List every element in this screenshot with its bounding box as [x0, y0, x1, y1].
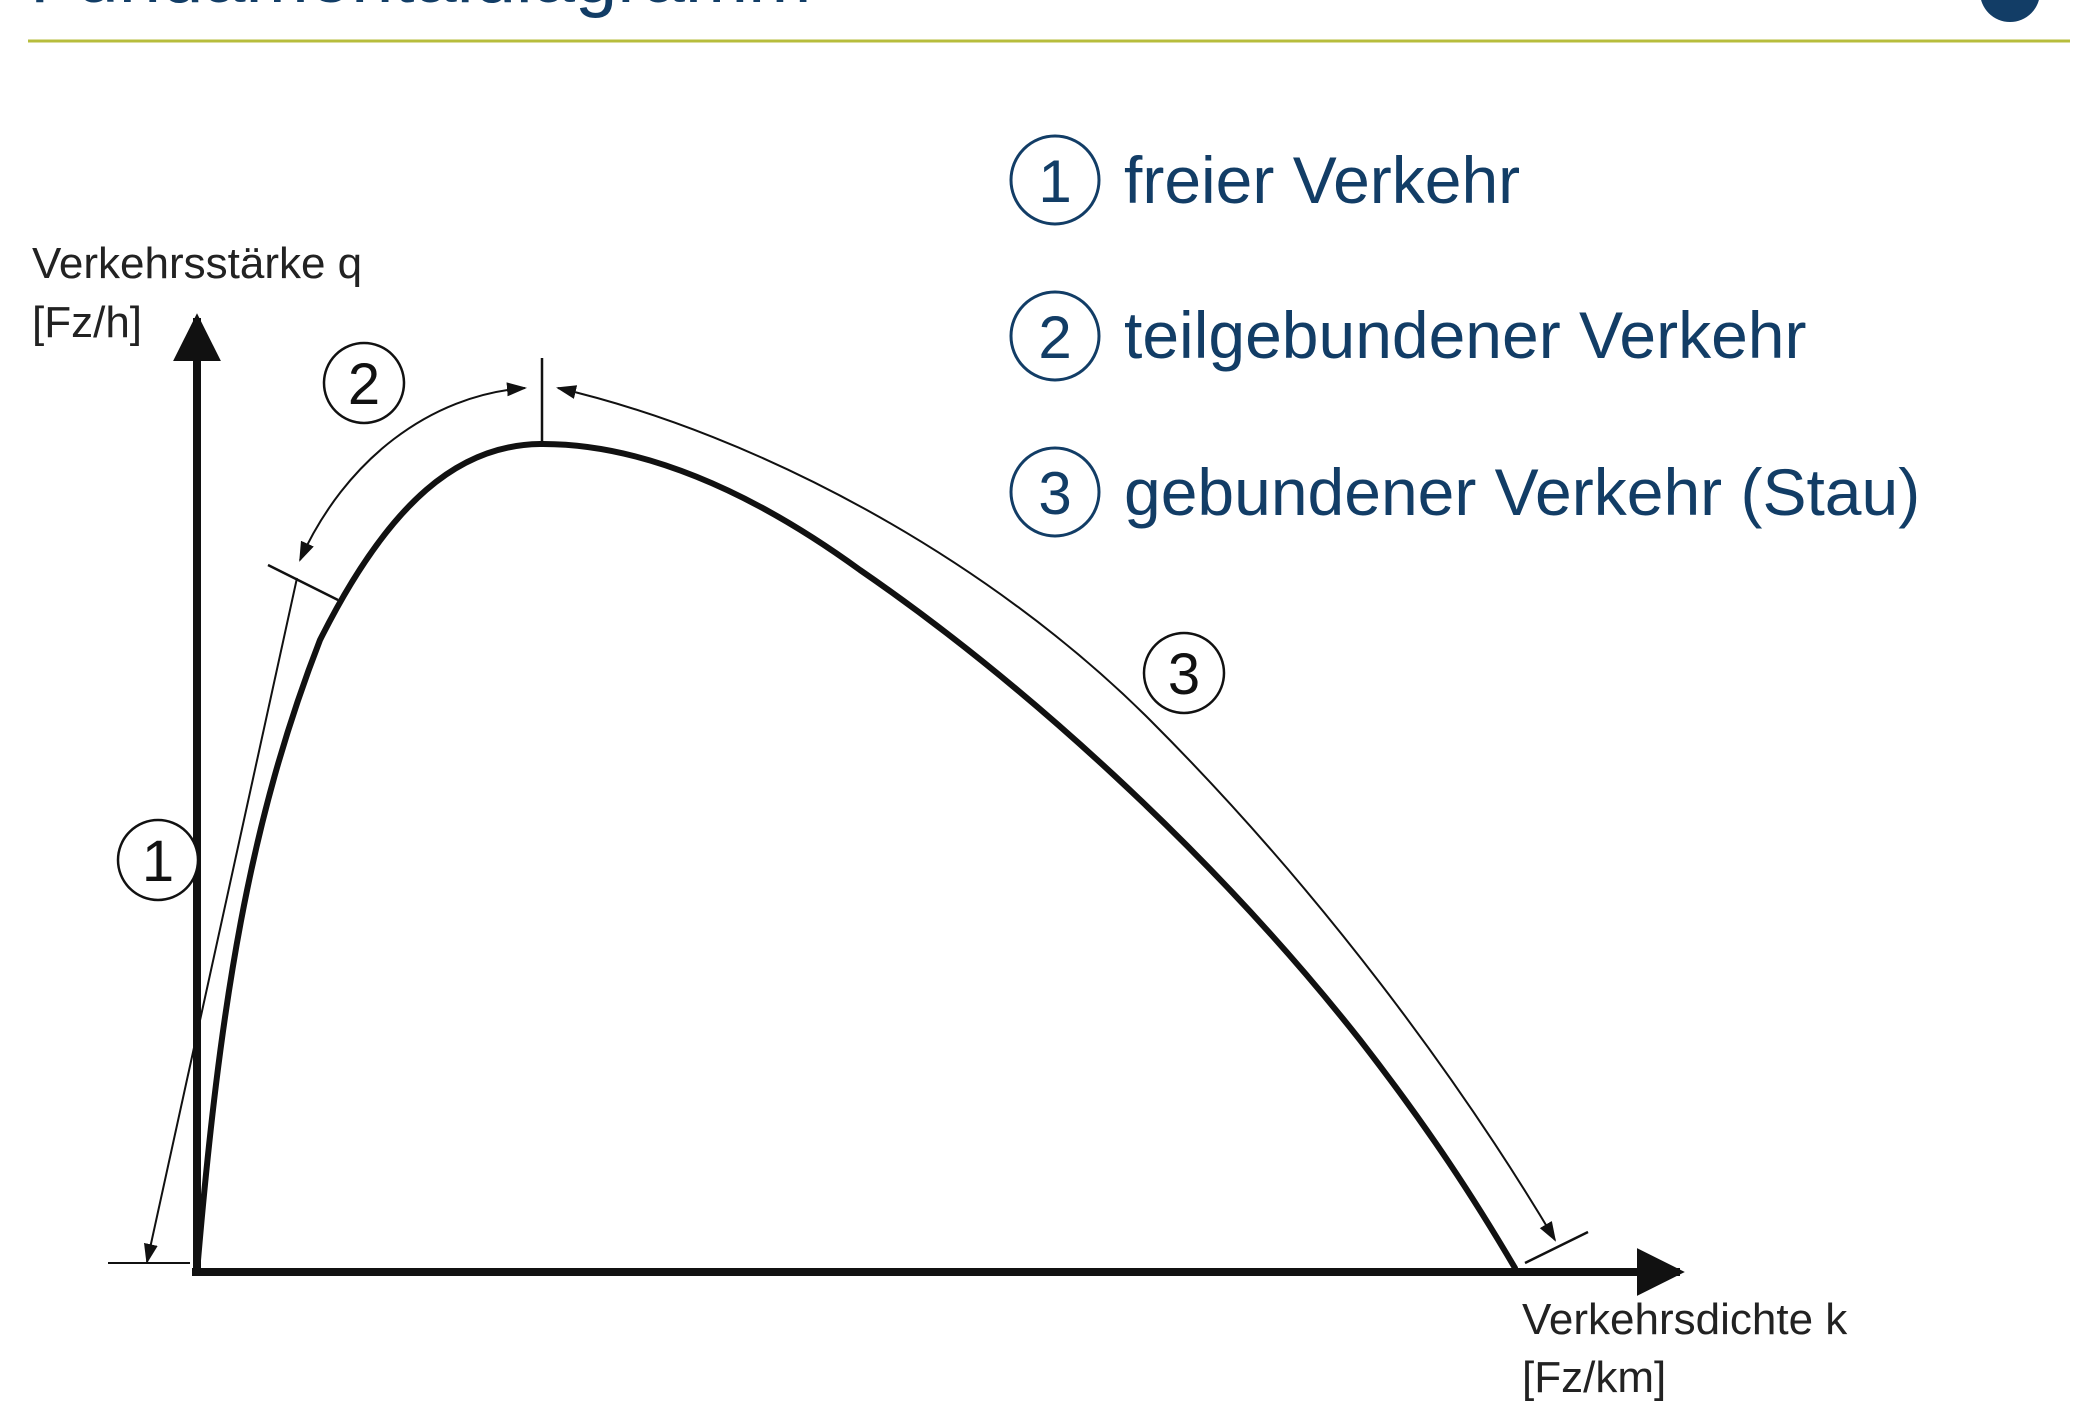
region-marker-circle: [116, 818, 200, 902]
page-title: Fundamentaldiagramm: [30, 0, 812, 19]
region-1-2-boundary: [267, 563, 339, 602]
legend-number-circle: [1009, 134, 1101, 226]
x-axis-unit: [Fz/km]: [1522, 1353, 1666, 1402]
help-icon[interactable]: [1980, 0, 2040, 22]
legend-label: teilgebundener Verkehr: [1124, 298, 1807, 372]
x-axis-label: Verkehrsdichte k: [1522, 1295, 1848, 1344]
region-2-arrow: [299, 382, 527, 562]
region-marker-number: 2: [348, 352, 380, 417]
flow-density-curve: [194, 440, 1518, 1275]
legend-item-3: 3 gebundener Verkehr (Stau): [1009, 446, 1920, 538]
region-marker-3: 3: [1142, 631, 1226, 715]
region-marker-circle: [1142, 631, 1226, 715]
legend-number: 3: [1038, 460, 1071, 527]
legend-item-2: 2 teilgebundener Verkehr: [1009, 290, 1807, 382]
region-1-arrow: [144, 577, 298, 1264]
y-axis-label: Verkehrsstärke q: [32, 239, 362, 288]
legend-label: freier Verkehr: [1124, 143, 1520, 217]
legend-number-circle: [1009, 290, 1101, 382]
legend-label: gebundener Verkehr (Stau): [1124, 455, 1920, 529]
region-3-boundary-end: [1524, 1230, 1589, 1265]
region-marker-number: 1: [142, 829, 174, 894]
region-marker-1: 1: [116, 818, 200, 902]
legend-number: 1: [1038, 148, 1071, 215]
legend-number: 2: [1038, 304, 1071, 371]
y-axis-unit: [Fz/h]: [32, 298, 142, 347]
legend-item-1: 1 freier Verkehr: [1009, 134, 1520, 226]
region-3-arrow: [556, 385, 1557, 1242]
region-marker-number: 3: [1168, 642, 1200, 707]
legend: 1 freier Verkehr 2 teilgebundener Verkeh…: [1009, 134, 1920, 538]
region-marker-2: 2: [322, 341, 406, 425]
region-marker-circle: [322, 341, 406, 425]
